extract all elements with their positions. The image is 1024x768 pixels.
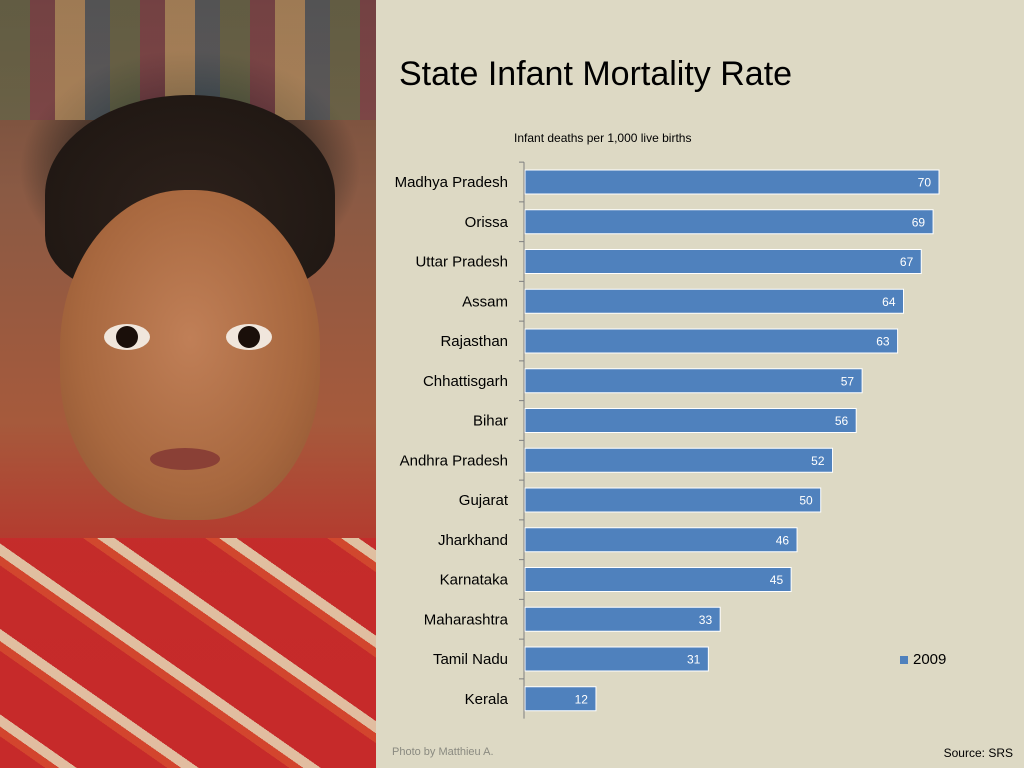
bar-value-label: 64: [882, 295, 896, 309]
bar: [524, 328, 899, 354]
bar-value-label: 57: [841, 374, 855, 388]
bar-value-label: 63: [876, 335, 890, 349]
bar-value-label: 33: [699, 613, 713, 627]
photo-child-face: [60, 190, 320, 520]
category-label: Jharkhand: [438, 532, 508, 549]
bar-value-label: 31: [687, 653, 701, 667]
category-label: Maharashtra: [424, 611, 509, 628]
photo-child-mouth: [150, 448, 220, 470]
bar-value-label: 50: [799, 494, 813, 508]
bar: [524, 408, 857, 433]
slide-title: State Infant Mortality Rate: [399, 55, 793, 93]
bar: [524, 249, 922, 274]
bar-chart: Madhya Pradesh 70 Orissa 69 Uttar Pradesh 67 A…: [395, 161, 940, 719]
photo-red-scarf: [0, 538, 376, 768]
category-label: Kerala: [465, 691, 509, 708]
bar-value-label: 69: [912, 215, 926, 229]
bar: [524, 606, 721, 632]
category-label: Uttar Pradesh: [415, 254, 508, 271]
category-label: Tamil Nadu: [433, 651, 508, 668]
bar: [524, 447, 834, 473]
legend-label: 2009: [913, 651, 947, 668]
bar: [524, 368, 863, 394]
category-label: Bihar: [473, 413, 508, 430]
photo-credit: Photo by Matthieu A.: [392, 746, 494, 758]
bar: [524, 209, 934, 235]
bar-value-label: 45: [770, 573, 784, 587]
bar: [524, 646, 709, 672]
photo-child-left-eye: [104, 324, 150, 350]
category-label: Rajasthan: [440, 333, 508, 350]
category-label: Karnataka: [440, 572, 509, 589]
bar: [524, 567, 792, 592]
bar: [524, 169, 940, 195]
category-label: Chhattisgarh: [423, 373, 508, 390]
bar-value-label: 70: [918, 176, 932, 190]
bar: [524, 487, 822, 513]
bar: [524, 288, 905, 314]
legend-swatch: [900, 655, 908, 664]
chart-legend: 2009: [900, 651, 946, 668]
bar-value-label: 46: [776, 533, 790, 547]
photo-child-right-eye: [226, 324, 272, 350]
bar-value-label: 52: [811, 454, 825, 468]
child-photo: [0, 0, 376, 768]
category-label: Orissa: [465, 214, 509, 231]
category-label: Gujarat: [459, 492, 509, 509]
bar-value-label: 56: [835, 414, 849, 428]
bar: [524, 686, 597, 712]
source-note: Source: SRS: [943, 746, 1013, 760]
bar-value-label: 67: [900, 255, 914, 269]
category-label: Andhra Pradesh: [400, 452, 508, 469]
bar: [524, 527, 798, 553]
bar-value-label: 12: [575, 692, 589, 706]
category-label: Assam: [462, 293, 508, 310]
category-label: Madhya Pradesh: [395, 174, 508, 191]
chart-subtitle: Infant deaths per 1,000 live births: [514, 131, 692, 145]
